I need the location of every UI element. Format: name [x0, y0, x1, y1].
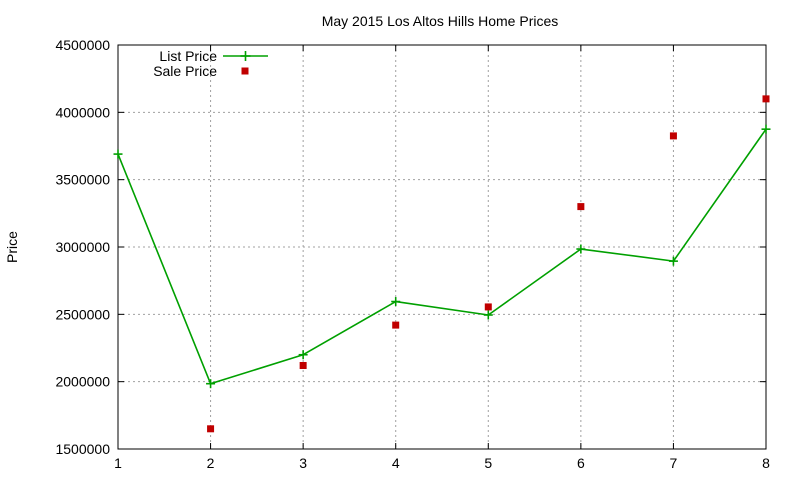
sale-price-point [207, 425, 215, 433]
x-tick-label: 5 [484, 455, 492, 471]
plot-frame [117, 44, 767, 450]
list-price-point [298, 350, 308, 360]
series-list-price [113, 124, 771, 389]
sale-price-point [762, 95, 770, 103]
legend-label-list-price: List Price [159, 48, 217, 64]
list-price-point [668, 256, 678, 266]
series-sale-price [207, 95, 770, 433]
sale-price-point [299, 362, 307, 370]
grid [118, 45, 766, 449]
y-tick-label: 2500000 [55, 306, 110, 322]
sale-price-point [484, 303, 492, 311]
x-tick-label: 2 [207, 455, 215, 471]
list-price-point [391, 297, 401, 307]
legend-marker-list-price [240, 51, 251, 61]
y-tick-label: 1500000 [55, 441, 110, 457]
sale-price-point [669, 132, 677, 140]
list-price-point [113, 149, 123, 159]
legend-label-sale-price: Sale Price [153, 63, 217, 79]
y-tick-label: 2000000 [55, 374, 110, 390]
sale-price-point [392, 321, 400, 329]
x-tick-label: 7 [670, 455, 678, 471]
list-price-point [761, 124, 771, 134]
chart-title: May 2015 Los Altos Hills Home Prices [322, 13, 559, 29]
x-tick-label: 8 [762, 455, 770, 471]
list-price-point [576, 244, 586, 254]
x-tick-label: 6 [577, 455, 585, 471]
x-axis-ticks: 1 2 3 4 5 6 7 8 [114, 45, 770, 471]
y-tick-label: 4500000 [55, 37, 110, 53]
legend-marker-sale-price [241, 67, 249, 75]
x-tick-label: 3 [299, 455, 307, 471]
list-price-point [206, 379, 216, 389]
list-price-point [483, 310, 493, 320]
x-tick-label: 4 [392, 455, 400, 471]
x-tick-label: 1 [114, 455, 122, 471]
legend: List Price Sale Price [153, 48, 268, 79]
y-tick-label: 3000000 [55, 239, 110, 255]
y-axis-label: Price [4, 231, 20, 263]
list-price-line [117, 128, 767, 385]
y-tick-label: 4000000 [55, 104, 110, 120]
sale-price-point [577, 203, 585, 211]
y-tick-label: 3500000 [55, 172, 110, 188]
y-axis-ticks: 1500000 2000000 2500000 3000000 3500000 40000… [55, 37, 766, 457]
